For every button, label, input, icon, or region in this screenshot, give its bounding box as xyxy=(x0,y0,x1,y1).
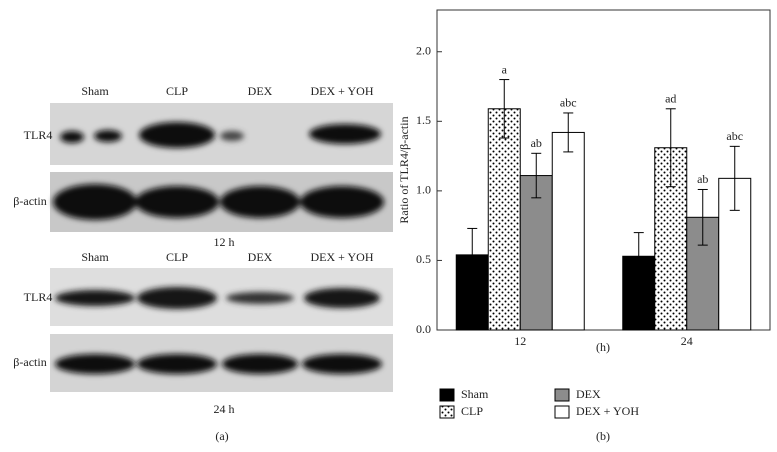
blot-12h: Sham CLP DEX DEX + YOH TLR4 β-actin 12 h xyxy=(13,84,393,249)
row-label: TLR4 xyxy=(24,290,53,304)
lane-label: CLP xyxy=(166,250,188,264)
lane-label: DEX xyxy=(248,250,273,264)
y-tick-label: 1.0 xyxy=(416,183,431,197)
y-tick-label: 0.0 xyxy=(416,322,431,336)
y-tick-label: 0.5 xyxy=(416,252,431,266)
bands xyxy=(53,184,384,220)
annotation: a xyxy=(502,62,508,76)
annotation: ab xyxy=(697,172,708,186)
x-tick-label: 24 xyxy=(681,334,693,348)
lane-label: Sham xyxy=(81,84,109,98)
legend-swatch xyxy=(554,388,570,402)
row-label: TLR4 xyxy=(24,128,53,142)
time-label: 12 h xyxy=(214,235,235,249)
legend-label: DEX xyxy=(576,387,601,401)
y-axis-label: Ratio of TLR4/β-actin xyxy=(397,116,411,223)
bar xyxy=(487,108,521,331)
legend-swatch xyxy=(554,405,570,419)
lane-label: DEX + YOH xyxy=(311,84,374,98)
row-label: β-actin xyxy=(13,194,46,208)
y-tick-label: 1.5 xyxy=(416,113,431,127)
plot-frame xyxy=(436,9,771,331)
annotation: ad xyxy=(665,92,676,106)
legend-swatch xyxy=(439,388,455,402)
x-tick-label: 12 xyxy=(514,334,526,348)
annotation: abc xyxy=(726,129,743,143)
x-axis-label: (h) xyxy=(596,340,610,354)
legend-label: DEX + YOH xyxy=(576,404,639,418)
lane-label: DEX xyxy=(248,84,273,98)
legend-label: CLP xyxy=(461,404,483,418)
panel-label: (a) xyxy=(215,429,228,443)
bar xyxy=(551,131,585,331)
row-label: β-actin xyxy=(13,355,46,369)
time-label: 24 h xyxy=(214,402,235,416)
bands xyxy=(55,287,380,309)
blot-24h: Sham CLP DEX DEX + YOH TLR4 β-actin 24 h xyxy=(13,250,393,416)
lane-label: CLP xyxy=(166,84,188,98)
lane-label: Sham xyxy=(81,250,109,264)
bar xyxy=(519,175,553,331)
y-tick-label: 2.0 xyxy=(416,43,431,57)
legend-label: Sham xyxy=(461,387,489,401)
lane-label: DEX + YOH xyxy=(311,250,374,264)
annotation: ab xyxy=(531,136,542,150)
legend-swatch xyxy=(439,405,455,419)
panel-label: (b) xyxy=(596,429,610,443)
bands xyxy=(55,354,382,374)
bands xyxy=(60,122,381,148)
annotation: abc xyxy=(560,96,577,110)
